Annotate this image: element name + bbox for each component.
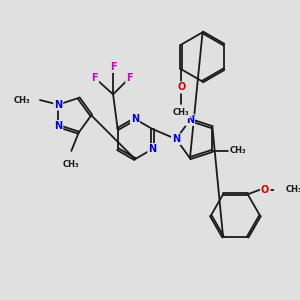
Text: N: N [131, 114, 139, 124]
Text: N: N [148, 144, 157, 154]
Text: N: N [186, 115, 194, 125]
Text: O: O [261, 185, 269, 195]
Text: CH₃: CH₃ [13, 95, 30, 104]
Text: O: O [177, 82, 185, 92]
Text: F: F [110, 62, 116, 72]
Text: N: N [54, 100, 62, 110]
Text: CH₃: CH₃ [63, 160, 80, 169]
Text: CH₃: CH₃ [173, 109, 190, 118]
Text: N: N [54, 121, 62, 131]
Text: CH₃: CH₃ [286, 185, 300, 194]
Text: N: N [172, 134, 180, 144]
Text: F: F [92, 73, 98, 83]
Text: CH₃: CH₃ [230, 146, 246, 155]
Text: F: F [126, 73, 133, 83]
